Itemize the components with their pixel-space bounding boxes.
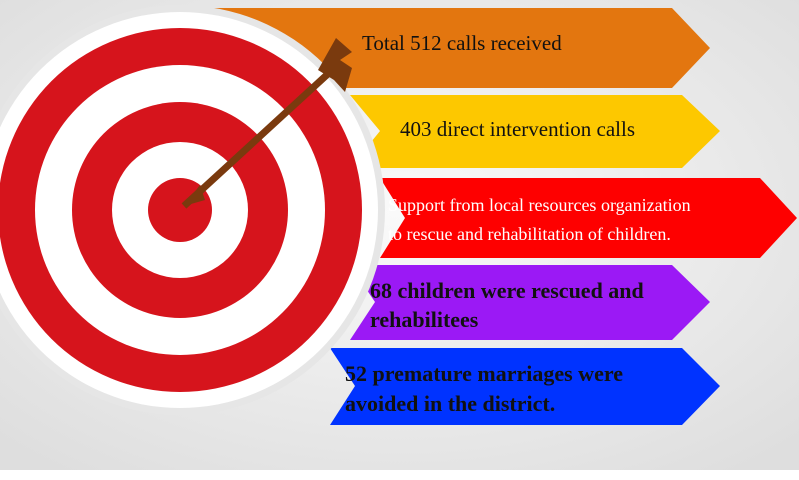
- item-text: 68 children were rescued and: [370, 278, 644, 303]
- item-text: 403 direct intervention calls: [400, 117, 635, 141]
- infographic: Total 512 calls received 403 direct inte…: [0, 0, 799, 480]
- item-text: to rescue and rehabilitation of children…: [388, 224, 671, 244]
- banner-red: [380, 178, 797, 258]
- item-text: 52 premature marriages were: [345, 361, 623, 386]
- item-text: Total 512 calls received: [362, 31, 562, 55]
- item-text: rehabilitees: [370, 307, 479, 332]
- item-text: avoided in the district.: [345, 391, 555, 416]
- item-text: Support from local resources organizatio…: [388, 195, 691, 215]
